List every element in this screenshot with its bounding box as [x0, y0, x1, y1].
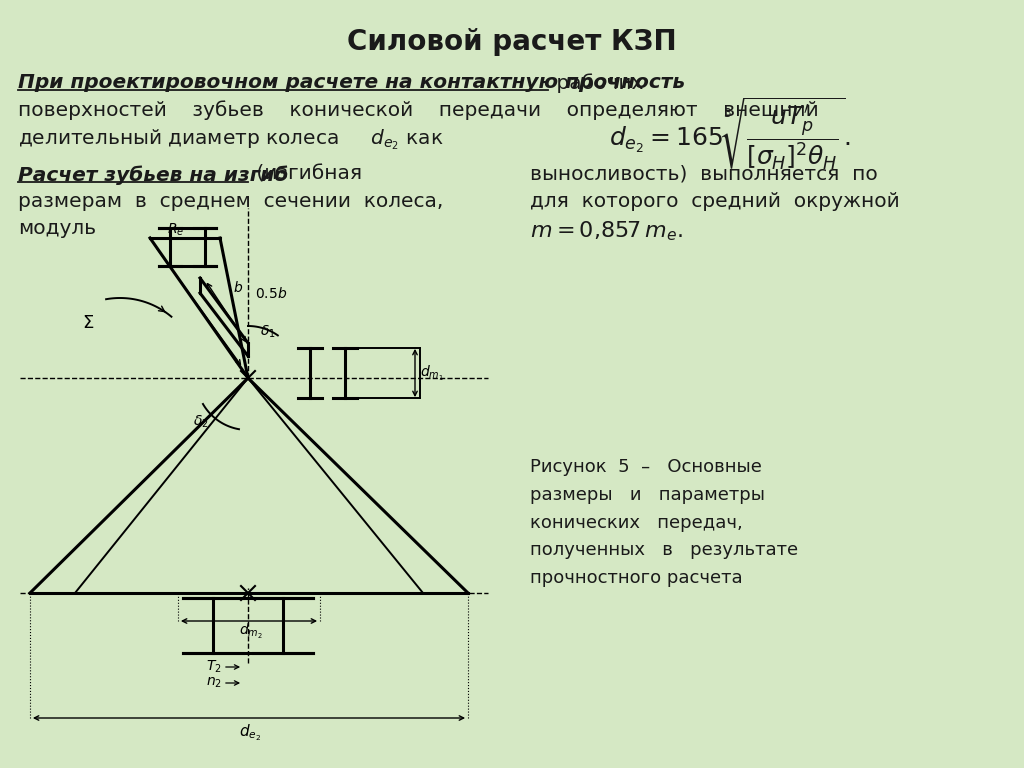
- Text: При проектировочном расчете на контактную прочность: При проектировочном расчете на контактну…: [18, 73, 685, 92]
- Text: Расчет зубьев на изгиб: Расчет зубьев на изгиб: [18, 165, 289, 184]
- Text: размерам  в  среднем  сечении  колеса,: размерам в среднем сечении колеса,: [18, 192, 443, 211]
- Text: (изгибная: (изгибная: [250, 165, 362, 184]
- Text: $m = 0{,}857\,m_e.$: $m = 0{,}857\,m_e.$: [530, 219, 683, 243]
- Text: $R_e$: $R_e$: [167, 222, 184, 238]
- Text: $d_{m_1}$: $d_{m_1}$: [420, 363, 443, 382]
- Text: $d_{m_2}$: $d_{m_2}$: [239, 622, 263, 641]
- Text: $\delta_1$: $\delta_1$: [260, 324, 275, 340]
- Text: Силовой расчет КЗП: Силовой расчет КЗП: [347, 28, 677, 56]
- Text: $d_{e_2} = 165\sqrt[3]{\dfrac{uT_p^{\prime}}{[\sigma_H]^2\theta_H}}.$: $d_{e_2} = 165\sqrt[3]{\dfrac{uT_p^{\pri…: [609, 95, 851, 171]
- Text: $\delta_2$: $\delta_2$: [193, 414, 209, 430]
- Text: для  которого  средний  окружной: для которого средний окружной: [530, 192, 900, 211]
- Text: $0.5b$: $0.5b$: [255, 286, 287, 301]
- Text: $T_2$: $T_2$: [206, 659, 221, 675]
- Text: Рисунок  5  –   Основные
размеры   и   параметры
конических   передач,
полученны: Рисунок 5 – Основные размеры и параметры…: [530, 458, 798, 588]
- Text: модуль: модуль: [18, 219, 96, 238]
- Text: $b$: $b$: [233, 280, 243, 295]
- Text: делительный диаметр колеса     $d_{e_2}$ как: делительный диаметр колеса $d_{e_2}$ как: [18, 127, 443, 151]
- Text: $d_{e_2}$: $d_{e_2}$: [239, 722, 261, 743]
- Text: поверхностей    зубьев    конической    передачи    определяют    внешний: поверхностей зубьев конической передачи …: [18, 100, 819, 120]
- Text: выносливость)  выполняется  по: выносливость) выполняется по: [530, 165, 878, 184]
- Text: $\Sigma$: $\Sigma$: [82, 314, 94, 332]
- Text: рабочих: рабочих: [550, 73, 643, 93]
- Text: $n_2$: $n_2$: [206, 676, 222, 690]
